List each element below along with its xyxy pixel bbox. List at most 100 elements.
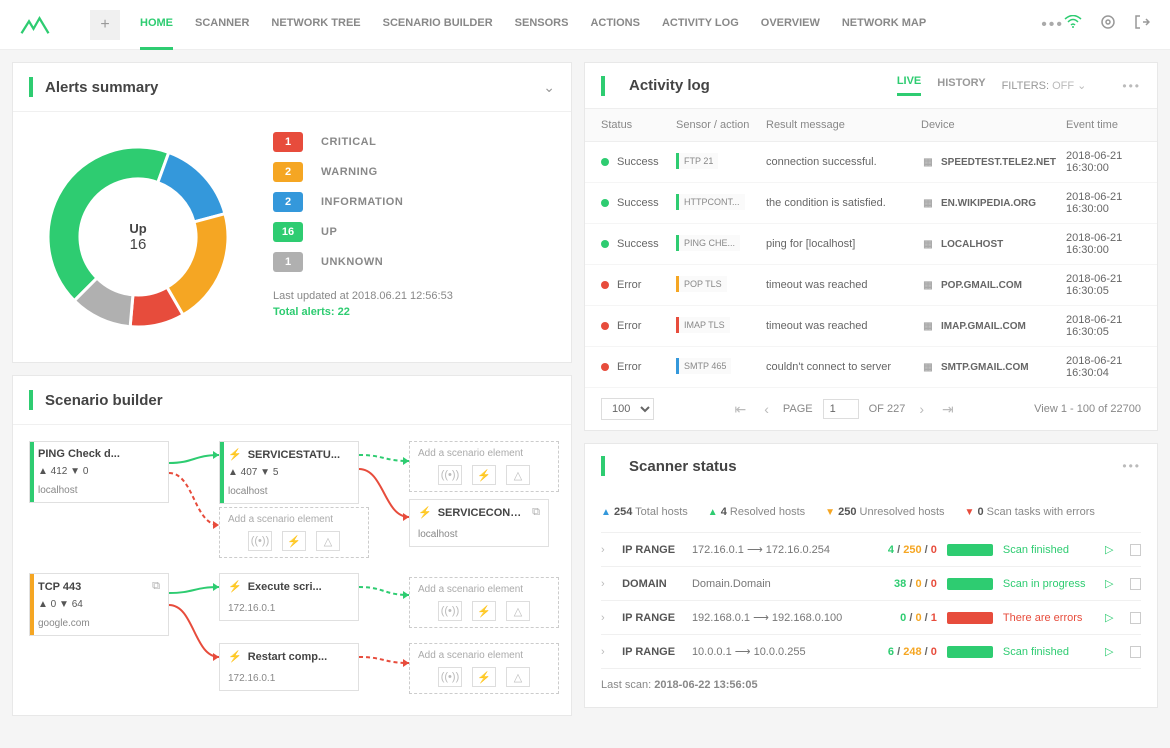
status-text: Success bbox=[617, 156, 659, 168]
sensor-icon[interactable]: ((•)) bbox=[248, 531, 272, 551]
scenario-block[interactable]: ⚡SERVICECONTR...⧉localhost bbox=[409, 499, 549, 547]
activity-row[interactable]: Error IMAP TLS timeout was reached ▦IMAP… bbox=[585, 306, 1157, 347]
scenario-block[interactable]: PING Check d...▲ 412 ▼ 0localhost bbox=[29, 441, 169, 503]
panel-accent bbox=[601, 456, 605, 476]
scan-type: IP RANGE bbox=[622, 612, 682, 624]
sensor-chip: IMAP TLS bbox=[676, 317, 730, 333]
alerts-legend: 1CRITICAL 2WARNING 2INFORMATION 16UP 1UNKNOW… bbox=[273, 132, 551, 342]
scanner-title: Scanner status bbox=[629, 458, 1106, 475]
nav-item-activity-log[interactable]: ACTIVITY LOG bbox=[662, 0, 739, 50]
nav-item-scanner[interactable]: SCANNER bbox=[195, 0, 249, 50]
nav-item-actions[interactable]: ACTIONS bbox=[590, 0, 640, 50]
scanner-row[interactable]: › IP RANGE 192.168.0.1 ⟶ 192.168.0.100 0… bbox=[601, 600, 1141, 634]
pager-first[interactable]: ⇤ bbox=[730, 401, 750, 418]
scenario-placeholder[interactable]: Add a scenario element((•))⚡△ bbox=[409, 643, 559, 694]
status-text: Error bbox=[617, 279, 641, 291]
scenario-placeholder[interactable]: Add a scenario element((•))⚡△ bbox=[219, 507, 369, 558]
scenario-placeholder[interactable]: Add a scenario element((•))⚡△ bbox=[409, 441, 559, 492]
nav-more-icon[interactable]: ••• bbox=[1041, 16, 1064, 34]
play-icon[interactable]: ▷ bbox=[1105, 611, 1120, 624]
nav-item-network-tree[interactable]: NETWORK TREE bbox=[271, 0, 360, 50]
pager-prev[interactable]: ‹ bbox=[760, 401, 773, 417]
status-dot bbox=[601, 240, 609, 248]
collapse-icon[interactable]: ⌄ bbox=[543, 79, 555, 96]
nav-item-home[interactable]: HOME bbox=[140, 0, 173, 50]
pager-view-label: View 1 - 100 of 22700 bbox=[1034, 403, 1141, 415]
scan-checkbox[interactable] bbox=[1130, 612, 1141, 624]
scanner-stat: ▲ 254 Total hosts bbox=[601, 506, 688, 518]
nav-item-overview[interactable]: OVERVIEW bbox=[761, 0, 820, 50]
scenario-block[interactable]: ⚡SERVICESTATU...▲ 407 ▼ 5localhost bbox=[219, 441, 359, 504]
event-time: 2018-06-21 16:30:05 bbox=[1066, 314, 1141, 338]
expand-icon[interactable]: › bbox=[601, 612, 612, 624]
legend-badge: 16 bbox=[273, 222, 303, 242]
pager-last[interactable]: ⇥ bbox=[938, 401, 958, 418]
page-input[interactable] bbox=[823, 399, 859, 419]
scan-range: 10.0.0.1 ⟶ 10.0.0.255 bbox=[692, 645, 862, 658]
legend-badge: 2 bbox=[273, 162, 303, 182]
play-icon[interactable]: ▷ bbox=[1105, 645, 1120, 658]
page-size-select[interactable]: 100 bbox=[601, 398, 654, 420]
scanner-row[interactable]: › DOMAIN Domain.Domain 38 / 0 / 0 Scan i… bbox=[601, 566, 1141, 600]
legend-row-unknown[interactable]: 1UNKNOWN bbox=[273, 252, 551, 272]
action-icon[interactable]: ⚡ bbox=[472, 465, 496, 485]
expand-icon[interactable]: › bbox=[601, 646, 612, 658]
wifi-icon[interactable] bbox=[1064, 15, 1082, 34]
sensor-icon[interactable]: ((•)) bbox=[438, 465, 462, 485]
scan-checkbox[interactable] bbox=[1130, 646, 1141, 658]
activity-row[interactable]: Success HTTPCONT... the condition is sat… bbox=[585, 183, 1157, 224]
alerts-donut: Up 16 bbox=[33, 132, 243, 342]
alert-icon[interactable]: △ bbox=[506, 465, 530, 485]
legend-row-critical[interactable]: 1CRITICAL bbox=[273, 132, 551, 152]
action-icon[interactable]: ⚡ bbox=[472, 667, 496, 687]
scenario-block[interactable]: TCP 443⧉▲ 0 ▼ 64google.com bbox=[29, 573, 169, 636]
scan-range: Domain.Domain bbox=[692, 578, 862, 590]
activity-title: Activity log bbox=[629, 77, 881, 94]
alert-icon[interactable]: △ bbox=[506, 667, 530, 687]
nav-item-sensors[interactable]: SENSORS bbox=[515, 0, 569, 50]
expand-icon[interactable]: › bbox=[601, 578, 612, 590]
alert-icon[interactable]: △ bbox=[316, 531, 340, 551]
activity-panel: Activity log LIVE HISTORY FILTERS: OFF ⌄… bbox=[584, 62, 1158, 431]
scan-type: DOMAIN bbox=[622, 578, 682, 590]
sensor-icon[interactable]: ((•)) bbox=[438, 667, 462, 687]
nav-item-network-map[interactable]: NETWORK MAP bbox=[842, 0, 926, 50]
activity-more-icon[interactable]: ••• bbox=[1122, 79, 1141, 93]
scanner-row[interactable]: › IP RANGE 10.0.0.1 ⟶ 10.0.0.255 6 / 248… bbox=[601, 634, 1141, 668]
activity-row[interactable]: Error SMTP 465 couldn't connect to serve… bbox=[585, 347, 1157, 388]
legend-row-warning[interactable]: 2WARNING bbox=[273, 162, 551, 182]
main-nav: HOME SCANNER NETWORK TREE SCENARIO BUILDER S… bbox=[140, 0, 1041, 50]
alert-icon[interactable]: △ bbox=[506, 601, 530, 621]
filters-toggle[interactable]: FILTERS: OFF ⌄ bbox=[1002, 79, 1087, 92]
scanner-stats: ▲ 254 Total hosts▲ 4 Resolved hosts▼ 250… bbox=[601, 500, 1141, 532]
activity-row[interactable]: Success PING CHE... ping for [localhost]… bbox=[585, 224, 1157, 265]
logout-icon[interactable] bbox=[1134, 14, 1150, 35]
scan-checkbox[interactable] bbox=[1130, 578, 1141, 590]
tab-live[interactable]: LIVE bbox=[897, 75, 921, 96]
scenario-block[interactable]: ⚡Execute scri...172.16.0.1 bbox=[219, 573, 359, 621]
legend-row-up[interactable]: 16UP bbox=[273, 222, 551, 242]
activity-row[interactable]: Error POP TLS timeout was reached ▦POP.G… bbox=[585, 265, 1157, 306]
device-icon: ▦ bbox=[921, 155, 935, 169]
sensor-icon[interactable]: ((•)) bbox=[438, 601, 462, 621]
expand-icon[interactable]: › bbox=[601, 544, 612, 556]
action-icon[interactable]: ⚡ bbox=[472, 601, 496, 621]
scan-checkbox[interactable] bbox=[1130, 544, 1141, 556]
add-button[interactable]: + bbox=[90, 10, 120, 40]
settings-icon[interactable] bbox=[1100, 14, 1116, 35]
pager-next[interactable]: › bbox=[915, 401, 928, 417]
action-icon[interactable]: ⚡ bbox=[282, 531, 306, 551]
tab-history[interactable]: HISTORY bbox=[937, 77, 985, 95]
donut-center-label: Up bbox=[129, 221, 146, 236]
nav-item-scenario-builder[interactable]: SCENARIO BUILDER bbox=[383, 0, 493, 50]
play-icon[interactable]: ▷ bbox=[1105, 543, 1120, 556]
event-time: 2018-06-21 16:30:00 bbox=[1066, 191, 1141, 215]
scenario-placeholder[interactable]: Add a scenario element((•))⚡△ bbox=[409, 577, 559, 628]
play-icon[interactable]: ▷ bbox=[1105, 577, 1120, 590]
result-message: ping for [localhost] bbox=[766, 238, 921, 250]
scenario-block[interactable]: ⚡Restart comp...172.16.0.1 bbox=[219, 643, 359, 691]
scanner-more-icon[interactable]: ••• bbox=[1122, 459, 1141, 473]
activity-row[interactable]: Success FTP 21 connection successful. ▦S… bbox=[585, 142, 1157, 183]
legend-row-information[interactable]: 2INFORMATION bbox=[273, 192, 551, 212]
scanner-row[interactable]: › IP RANGE 172.16.0.1 ⟶ 172.16.0.254 4 /… bbox=[601, 532, 1141, 566]
